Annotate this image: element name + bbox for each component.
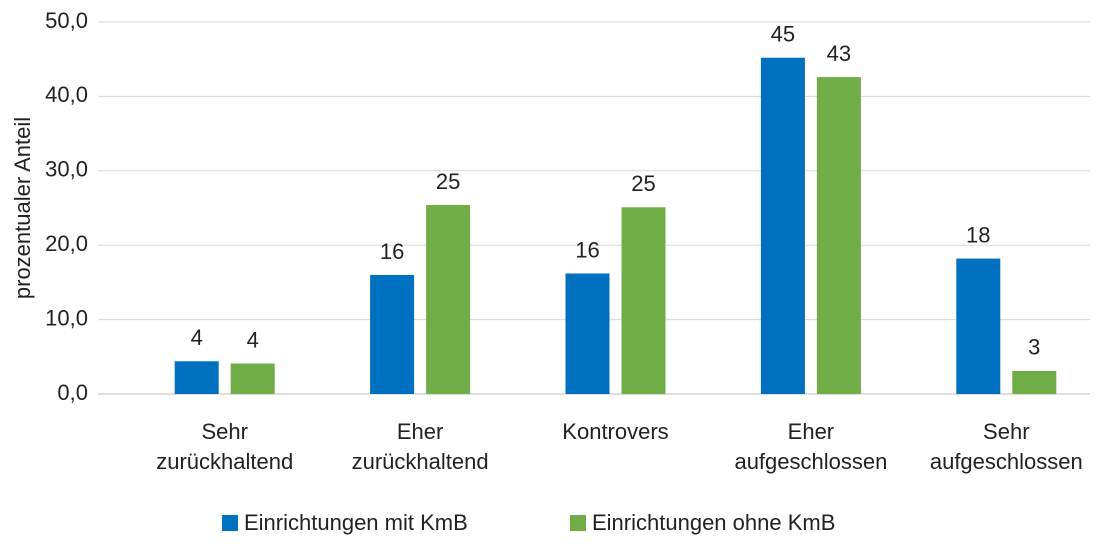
- value-label: 4: [191, 325, 203, 350]
- x-tick-label-line: aufgeschlossen: [734, 449, 887, 474]
- bar: [956, 258, 1001, 394]
- x-tick-label-line: Eher: [397, 419, 443, 444]
- x-tick-label-line: Sehr: [201, 419, 247, 444]
- legend-label: Einrichtungen ohne KmB: [592, 510, 835, 535]
- x-tick-label: Eher zurückhaltend: [352, 419, 489, 474]
- value-label: 18: [966, 222, 990, 247]
- value-label: 16: [575, 237, 599, 262]
- value-label: 43: [827, 41, 851, 66]
- bar: [1012, 370, 1057, 394]
- bar: [370, 274, 415, 394]
- x-tick-label-line: zurückhaltend: [156, 449, 293, 474]
- x-tick-label-line: zurückhaltend: [352, 449, 489, 474]
- value-label: 3: [1028, 335, 1040, 360]
- x-tick-label: Kontrovers: [562, 419, 668, 444]
- bar: [621, 207, 666, 394]
- x-tick-label-line: Sehr: [983, 419, 1029, 444]
- legend-label: Einrichtungen mit KmB: [244, 510, 468, 535]
- x-tick-label-line: aufgeschlossen: [930, 449, 1083, 474]
- legend-swatch: [570, 515, 586, 531]
- x-tick-label: Sehr aufgeschlossen: [930, 419, 1083, 474]
- y-axis-label: prozentualer Anteil: [10, 117, 35, 299]
- value-label: 25: [436, 169, 460, 194]
- x-tick-label: Sehr zurückhaltend: [156, 419, 293, 474]
- value-label: 25: [631, 171, 655, 196]
- bar: [816, 77, 861, 394]
- y-tick-label: 50,0: [45, 8, 88, 33]
- bar: [760, 57, 805, 394]
- value-label: 45: [771, 22, 795, 47]
- y-tick-label: 20,0: [45, 231, 88, 256]
- value-label: 16: [380, 239, 404, 264]
- y-tick-label: 0,0: [57, 380, 88, 405]
- y-tick-label: 30,0: [45, 157, 88, 182]
- bar: [426, 205, 471, 394]
- bar: [174, 361, 219, 394]
- y-tick-label: 40,0: [45, 82, 88, 107]
- legend-swatch: [222, 515, 238, 531]
- x-tick-label: Eher aufgeschlossen: [734, 419, 887, 474]
- bar: [565, 273, 610, 394]
- x-tick-label-line: Kontrovers: [562, 419, 668, 444]
- value-label: 4: [247, 327, 259, 352]
- bar: [230, 363, 275, 394]
- y-tick-label: 10,0: [45, 305, 88, 330]
- x-tick-label-line: Eher: [788, 419, 834, 444]
